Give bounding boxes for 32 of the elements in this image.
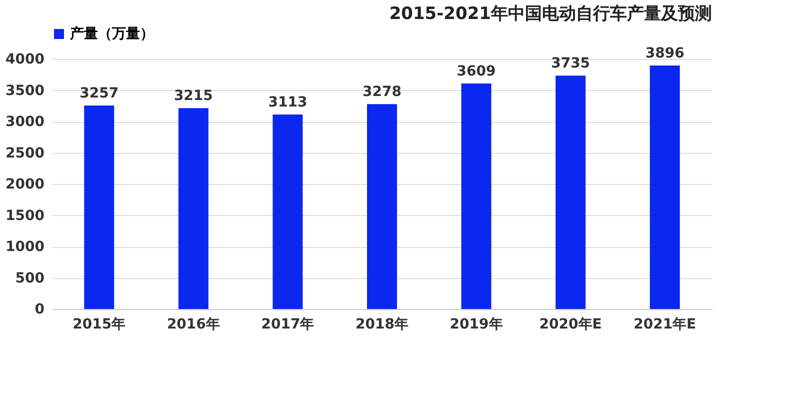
legend-label: 产量（万量） (69, 25, 154, 42)
y-tick-label: 4000 (6, 52, 45, 68)
data-label: 3609 (456, 63, 496, 80)
x-tick-label: 2019年 (450, 316, 503, 332)
y-tick-label: 2500 (6, 145, 45, 162)
x-tick-label: 2021年E (634, 316, 696, 332)
data-label: 3735 (551, 56, 590, 72)
data-label: 3896 (645, 46, 684, 62)
x-tick-label: 2015年 (72, 316, 126, 332)
x-tick-label: 2017年 (261, 316, 314, 332)
y-tick-label: 1500 (6, 208, 45, 224)
bar (178, 108, 208, 309)
y-tick-label: 3000 (6, 114, 45, 130)
data-label: 3113 (268, 94, 308, 110)
y-tick-label: 0 (34, 302, 45, 318)
y-tick-label: 3500 (6, 82, 45, 99)
bar (461, 83, 492, 309)
y-tick-label: 2000 (6, 176, 45, 192)
data-label: 3215 (174, 88, 213, 104)
bar (650, 66, 680, 309)
y-tick-label: 1000 (6, 239, 45, 255)
bar (84, 105, 114, 309)
y-tick-label: 500 (15, 270, 45, 286)
x-tick-label: 2020年E (539, 316, 602, 332)
x-tick-label: 2018年 (356, 316, 408, 332)
bar (272, 114, 303, 309)
data-label: 3257 (80, 85, 119, 102)
x-tick-label: 2016年 (166, 316, 220, 332)
chart-title: 2015-2021年中国电动自行车产量及预测 (389, 4, 712, 24)
data-label: 3278 (362, 84, 402, 100)
bar (556, 76, 586, 309)
bar (367, 104, 397, 309)
